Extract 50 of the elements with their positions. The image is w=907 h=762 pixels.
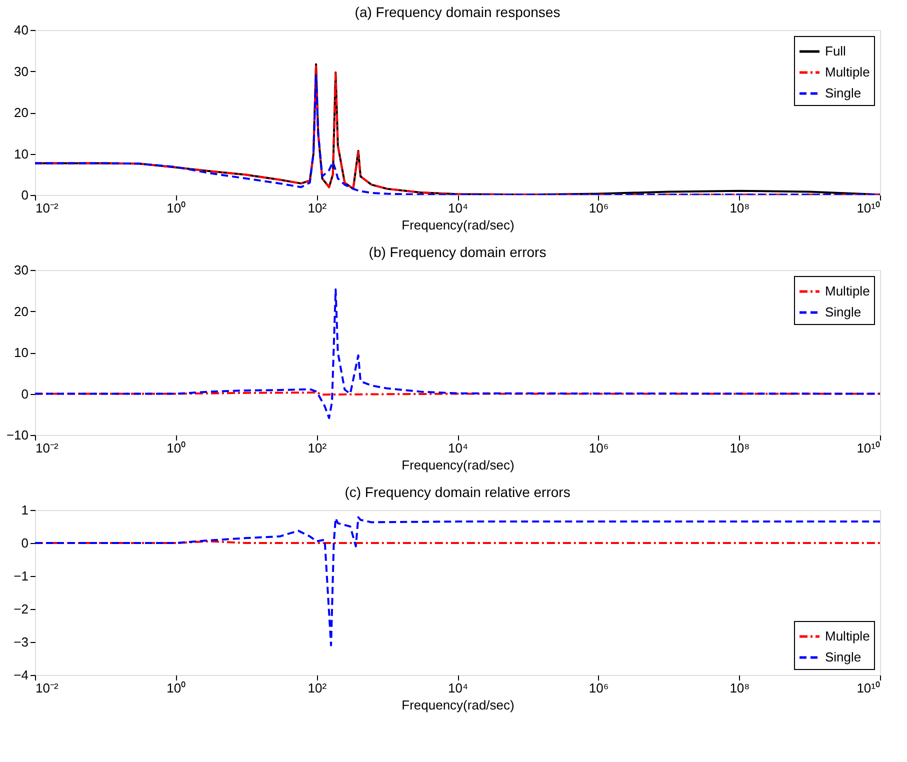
x-tick-label: 10⁰: [166, 680, 186, 696]
x-tick-label: 10⁴: [448, 440, 468, 456]
x-tick-label: 10⁸: [730, 440, 750, 456]
y-tick-label: 20: [14, 105, 28, 120]
x-axis-title: Frequency(rad/sec): [402, 218, 514, 232]
legend-label: Single: [825, 86, 862, 100]
x-tick-label: 10⁶: [588, 440, 609, 456]
y-tick-label: −4: [14, 668, 28, 682]
y-tick-label: 0: [21, 188, 28, 202]
x-tick-label: 10²: [308, 440, 328, 456]
y-tick-label: 10: [14, 345, 28, 360]
x-tick-label: 10⁴: [448, 680, 468, 696]
x-axis-title: Frequency(rad/sec): [402, 458, 514, 472]
x-axis-title: Frequency(rad/sec): [402, 698, 514, 712]
x-tick-label: 10¹⁰: [856, 200, 880, 216]
x-tick-label: 10²: [308, 200, 328, 216]
x-tick-label: 10¹⁰: [856, 440, 880, 456]
chart-title: (b) Frequency domain errors: [368, 244, 546, 260]
x-tick-label: 10⁻²: [36, 440, 59, 456]
x-tick-label: 10²: [308, 680, 328, 696]
legend-label: Single: [825, 304, 862, 320]
legend-label: Multiple: [825, 64, 870, 80]
y-tick-label: −10: [6, 428, 28, 442]
x-tick-label: 10⁸: [730, 200, 750, 216]
y-tick-label: −1: [14, 568, 28, 584]
y-tick-label: 40: [14, 22, 28, 38]
y-tick-label: 20: [14, 304, 28, 319]
x-tick-label: 10⁶: [588, 200, 609, 216]
legend-label: Single: [825, 650, 862, 664]
x-tick-label: 10¹⁰: [856, 680, 880, 696]
x-tick-label: 10⁰: [166, 200, 186, 216]
y-tick-label: 0: [21, 536, 28, 550]
x-tick-label: 10⁴: [448, 200, 468, 216]
y-tick-label: 0: [21, 386, 28, 402]
legend-label: Full: [825, 44, 846, 58]
legend-label: Multiple: [825, 284, 870, 298]
x-tick-label: 10⁻²: [36, 200, 59, 216]
x-tick-label: 10⁻²: [36, 680, 59, 696]
y-tick-label: 30: [14, 262, 28, 278]
y-tick-label: 30: [14, 64, 28, 79]
x-tick-label: 10⁸: [730, 680, 750, 696]
y-tick-label: −3: [14, 634, 28, 650]
x-tick-label: 10⁶: [588, 680, 609, 696]
y-tick-label: 10: [14, 146, 28, 162]
chart-title: (c) Frequency domain relative errors: [344, 484, 570, 500]
y-tick-label: 1: [21, 502, 28, 518]
x-tick-label: 10⁰: [166, 440, 186, 456]
chart-title: (a) Frequency domain responses: [354, 4, 560, 20]
y-tick-label: −2: [14, 602, 28, 616]
legend-label: Multiple: [825, 628, 870, 644]
